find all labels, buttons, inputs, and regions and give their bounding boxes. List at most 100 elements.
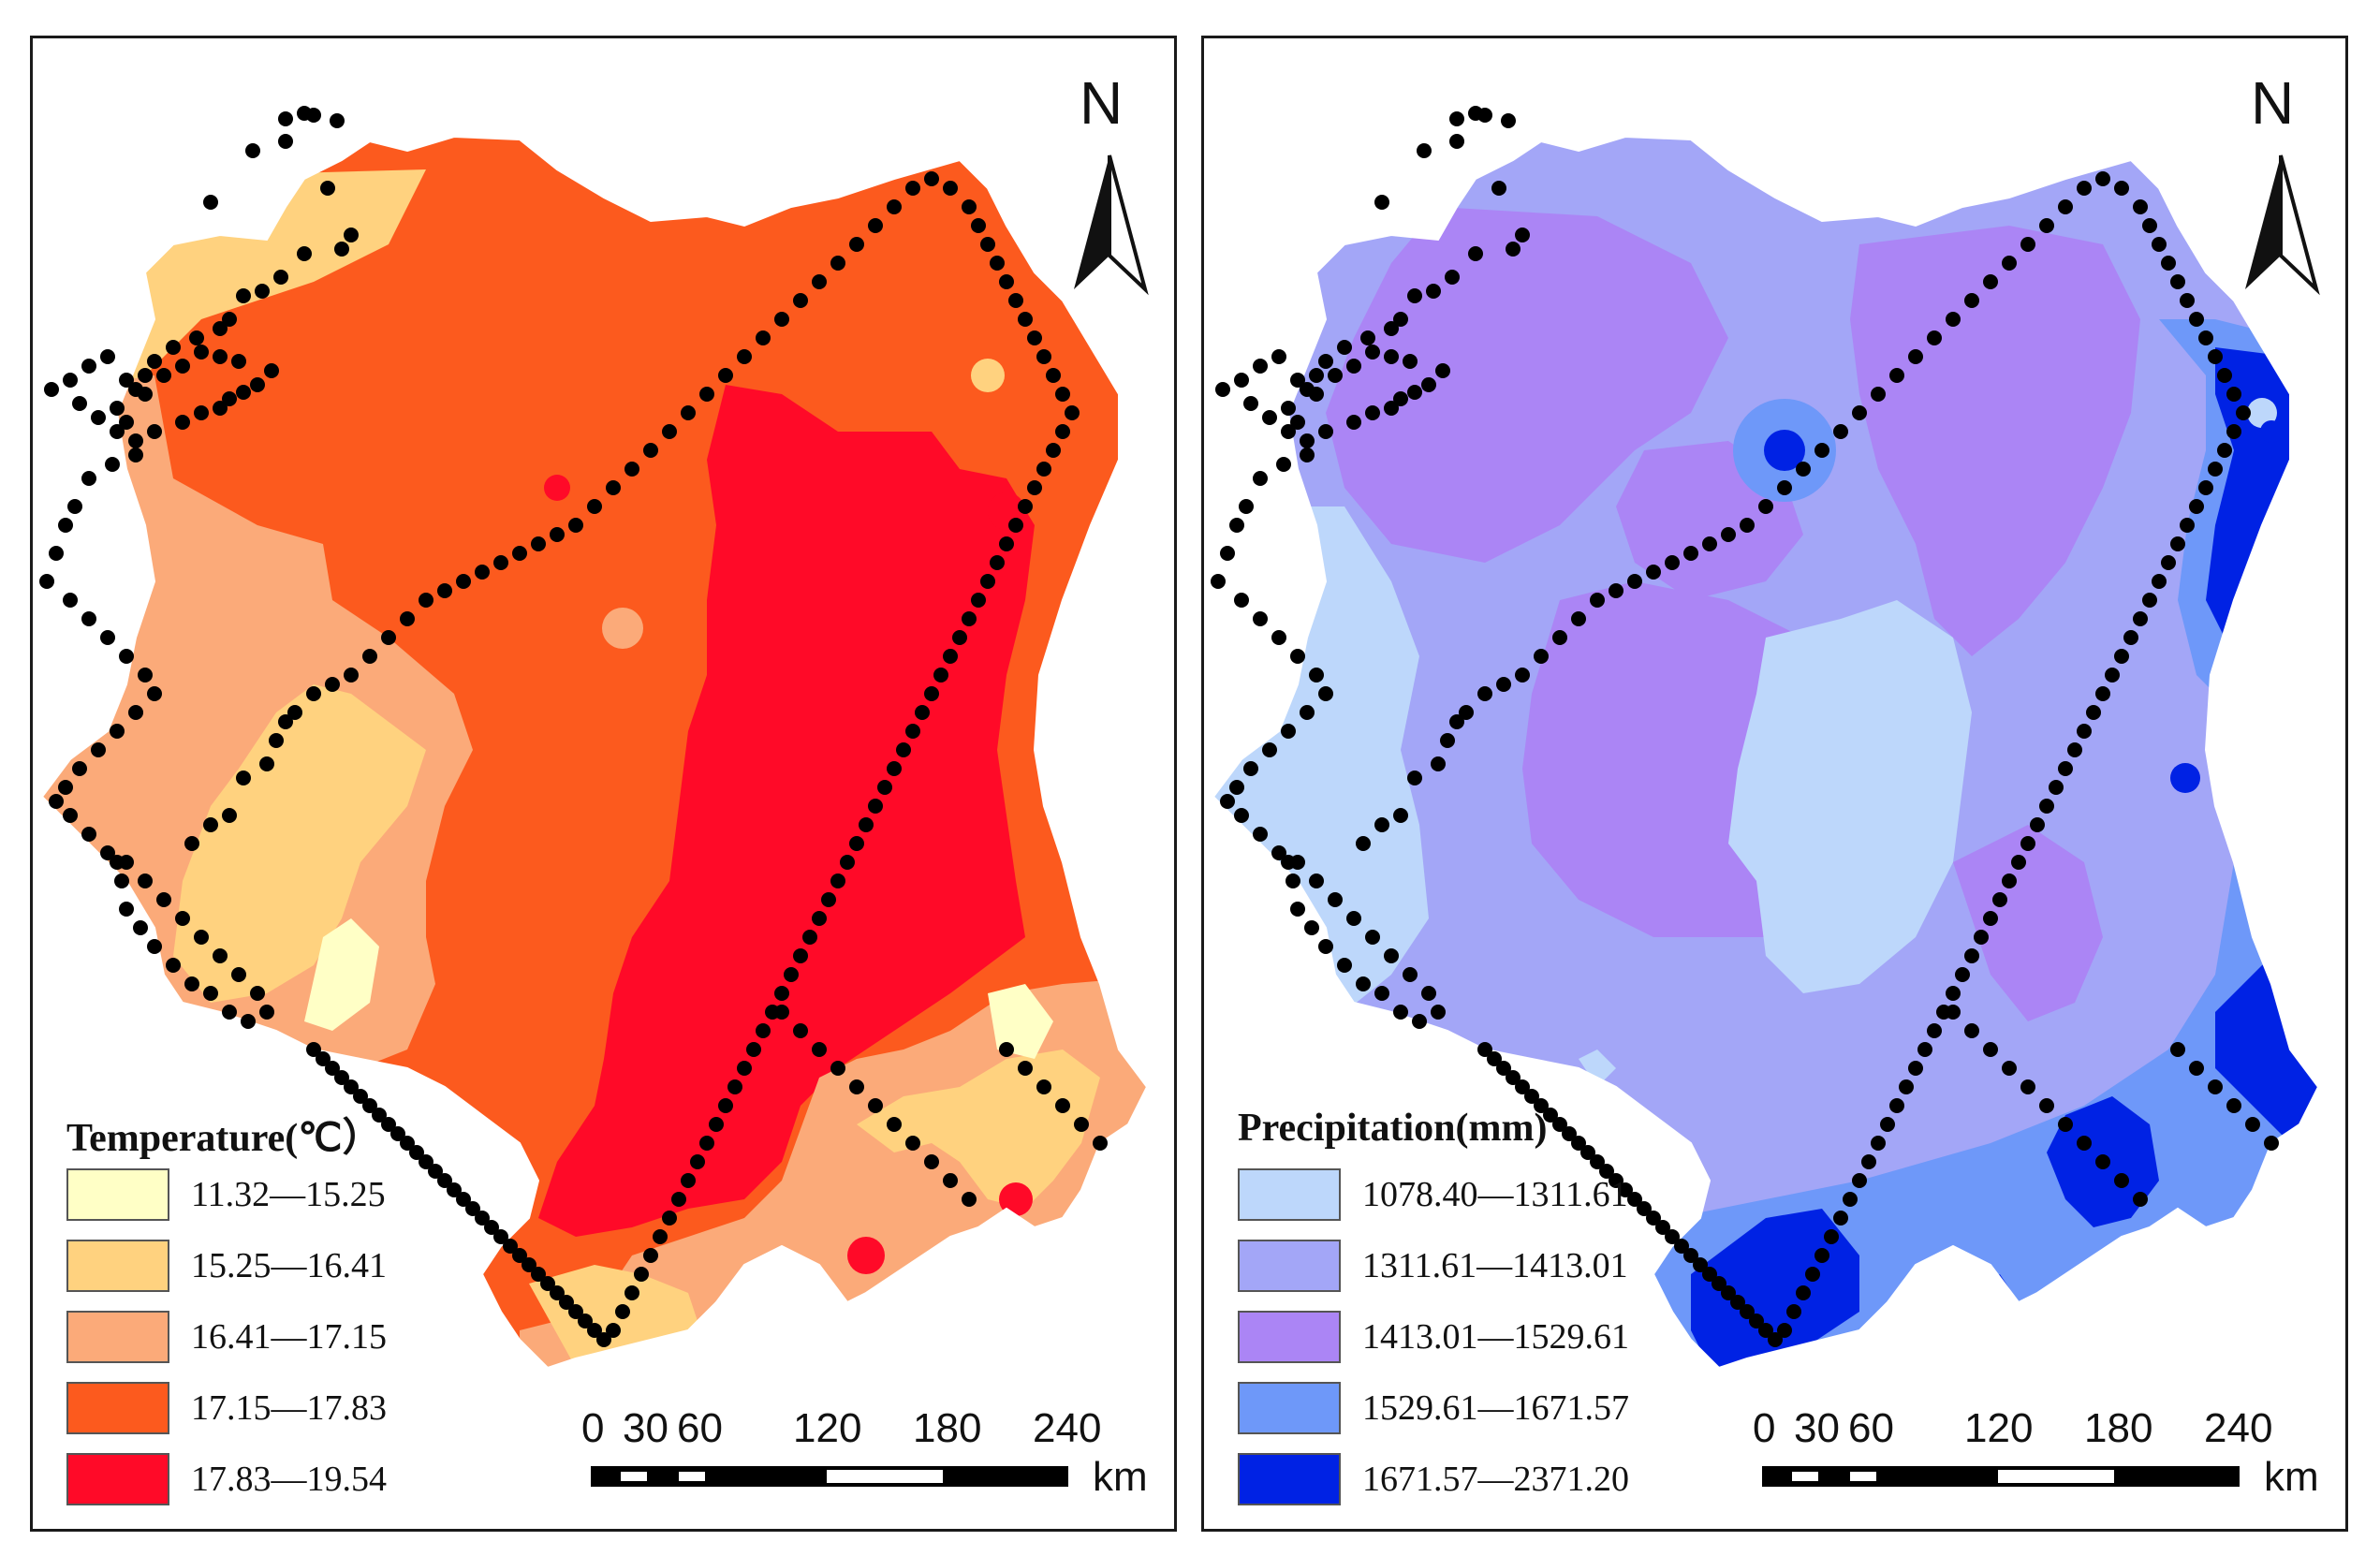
station-point: [334, 242, 349, 257]
station-point: [812, 274, 827, 289]
station-point: [1445, 270, 1460, 285]
station-point: [943, 1173, 958, 1188]
station-point: [58, 780, 73, 795]
station-point: [1974, 930, 1989, 945]
station-point: [568, 1304, 583, 1319]
station-point: [1018, 1061, 1033, 1076]
station-point: [447, 1182, 462, 1197]
station-point: [147, 686, 162, 701]
station-point: [1440, 733, 1455, 748]
station-point: [1964, 293, 1979, 308]
station-point: [166, 958, 181, 973]
station-point: [175, 359, 190, 374]
station-point: [1431, 1005, 1446, 1020]
station-point: [1290, 649, 1305, 664]
scale-tick-0: 0: [581, 1405, 605, 1451]
station-point: [2114, 1173, 2129, 1188]
station-point: [887, 199, 902, 214]
station-point: [1871, 1136, 1886, 1151]
temperature-map-panel: N 0 30 60 120 180 240 km Temperature(℃） …: [30, 36, 1177, 1532]
station-point: [1309, 873, 1324, 888]
station-point: [1833, 424, 1848, 439]
station-point: [1824, 1229, 1839, 1244]
station-point: [1253, 611, 1268, 626]
station-point: [905, 724, 920, 739]
station-point: [128, 705, 143, 720]
station-point: [306, 686, 321, 701]
station-point: [2039, 218, 2054, 233]
station-point: [681, 405, 696, 420]
station-point: [1215, 382, 1230, 397]
legend-label: 11.32—15.25: [191, 1175, 386, 1214]
station-point: [2105, 668, 2120, 683]
station-point: [2180, 518, 2195, 533]
station-point: [1318, 686, 1333, 701]
station-point: [236, 385, 251, 400]
temperature-map: [39, 106, 1149, 1487]
station-point: [503, 1239, 518, 1254]
station-point: [1234, 373, 1249, 388]
station-point: [2095, 686, 2110, 701]
station-point: [2189, 1061, 2204, 1076]
station-point: [784, 967, 799, 982]
station-point: [362, 649, 377, 664]
station-point: [475, 1211, 490, 1226]
station-point: [2208, 462, 2223, 477]
station-point: [2264, 1136, 2279, 1151]
station-point: [72, 396, 87, 411]
station-point: [138, 873, 153, 888]
legend-swatch: [1238, 1168, 1341, 1221]
station-point: [1646, 1211, 1661, 1226]
station-point: [1271, 845, 1286, 860]
station-point: [175, 415, 190, 430]
station-point: [2208, 349, 2223, 364]
station-point: [718, 1098, 733, 1113]
station-point: [1609, 583, 1623, 598]
station-point: [606, 1323, 621, 1338]
station-point: [119, 902, 134, 917]
station-point: [166, 340, 181, 355]
station-point: [2152, 574, 2167, 589]
scale-tick-120: 120: [1964, 1405, 2034, 1451]
station-point: [550, 1285, 565, 1300]
station-point: [2226, 424, 2241, 439]
station-point: [213, 948, 228, 963]
station-point: [91, 742, 106, 757]
station-point: [381, 1117, 396, 1132]
station-point: [1008, 518, 1023, 533]
station-point: [1805, 1267, 1820, 1282]
station-point: [1403, 354, 1418, 369]
station-point: [1534, 1098, 1549, 1113]
station-point: [1262, 742, 1277, 757]
north-label: N: [1080, 69, 1124, 137]
station-point: [868, 799, 883, 814]
station-point: [2020, 836, 2035, 851]
station-point: [924, 1154, 939, 1169]
station-point: [203, 986, 218, 1001]
scale-tick-180: 180: [2084, 1405, 2153, 1451]
station-point: [100, 630, 115, 645]
station-point: [2114, 649, 2129, 664]
station-point: [255, 284, 270, 299]
station-point: [1374, 817, 1389, 832]
station-point: [138, 387, 153, 402]
station-point: [830, 256, 845, 271]
station-point: [213, 401, 228, 416]
station-point: [1880, 1117, 1895, 1132]
station-point: [915, 705, 930, 720]
station-point: [1276, 457, 1291, 472]
station-point: [1534, 649, 1549, 664]
station-point: [774, 312, 789, 327]
station-point: [110, 855, 125, 870]
station-point: [362, 1098, 377, 1113]
station-point: [320, 181, 335, 196]
station-point: [390, 1126, 405, 1141]
station-point: [924, 686, 939, 701]
station-point: [194, 345, 209, 360]
station-point: [1229, 780, 1244, 795]
station-point: [1627, 1192, 1642, 1207]
station-point: [1515, 1079, 1530, 1094]
station-point: [1421, 377, 1436, 392]
station-point: [1393, 808, 1408, 823]
station-point: [1721, 1285, 1736, 1300]
